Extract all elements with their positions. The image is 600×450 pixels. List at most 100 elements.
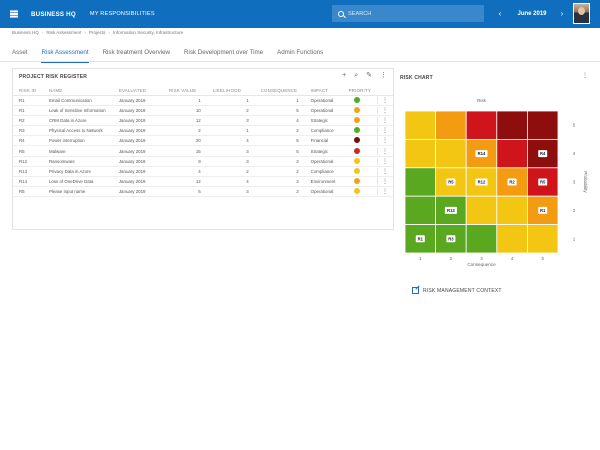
impact-cell: Operational [304, 95, 343, 106]
risk-chart: Risk 1 2 3 4 5 Consequence 5 4 3 2 1 Probability R14 R… [404, 98, 588, 267]
risk-id-cell: R13 [13, 166, 43, 178]
row-menu-icon[interactable]: ⋮ [376, 106, 388, 114]
more-vertical-icon[interactable]: ⋮ [380, 72, 387, 79]
row-menu-icon[interactable]: ⋮ [376, 137, 388, 145]
heatmap-cell [404, 139, 437, 169]
table-row[interactable]: R13 Privacy Data in Azure January 2019 4 2 2 C… [13, 166, 393, 178]
tab-asset[interactable]: Asset [12, 48, 28, 56]
evaluated-cell: January 2019 [112, 105, 163, 116]
edit-icon[interactable]: ✎ [366, 72, 372, 79]
breadcrumb-item[interactable]: Business HQ [12, 30, 39, 35]
open-external-icon [412, 287, 419, 294]
risk-marker [415, 235, 425, 243]
hamburger-menu-icon[interactable] [0, 0, 28, 28]
risk-id-cell: R3 [13, 125, 43, 137]
priority-indicator [353, 127, 360, 134]
risk-marker-label: R1 [418, 236, 424, 241]
risk-value-cell: 9 [162, 156, 207, 167]
evaluated-cell: January 2019 [112, 176, 163, 188]
likelihood-cell: 2 [206, 105, 255, 116]
tab-risk-assessment[interactable]: Risk Assessment [41, 42, 89, 63]
breadcrumb-item[interactable]: Risk Assessment [46, 30, 82, 35]
priority-indicator [353, 116, 360, 123]
risk-value-cell: 4 [162, 166, 207, 178]
risk-marker [538, 150, 548, 158]
tab-risk-treatment-overview[interactable]: Risk treatment Overview [102, 48, 170, 56]
column-header[interactable]: PRIORITY [342, 86, 371, 96]
tab-risk-development-over-time[interactable]: Risk Development over Time [184, 48, 264, 56]
risk-marker-label: R5 [540, 180, 546, 185]
risk-value-cell: 10 [162, 105, 207, 116]
column-header[interactable]: RISK ID [13, 86, 43, 96]
search-icon [338, 10, 344, 17]
risk-marker-label: R5 [448, 180, 454, 185]
likelihood-cell: 4 [206, 135, 255, 147]
table-row[interactable]: R1 Email Communication January 2019 1 1 1 Oper… [13, 95, 393, 106]
priority-indicator [353, 167, 360, 174]
table-row[interactable]: R1 Leak of Sensitive Information January 2… [13, 105, 393, 116]
column-header[interactable]: IMPACT [304, 86, 343, 96]
heatmap-cell [435, 110, 467, 140]
row-menu-icon[interactable]: ⋮ [376, 157, 388, 165]
risk-marker-label: R2 [509, 180, 515, 185]
table-row[interactable]: R12 Ransomware January 2019 9 3 3 Operational ⋮ [13, 156, 393, 167]
risk-value-cell: 1 [162, 95, 207, 106]
brand-link[interactable]: BUSINESS HQ [31, 10, 76, 18]
risk-id-cell: R2 [13, 115, 43, 127]
column-header[interactable]: NAME [42, 86, 113, 96]
risk-marker-label: R4 [540, 151, 546, 156]
table-row[interactable]: R4 Power interruption January 2019 20 4 5 Fina… [13, 135, 393, 147]
likelihood-cell: 3 [206, 156, 255, 167]
risk-value-cell: 15 [162, 145, 207, 157]
heatmap-cell [496, 110, 528, 140]
search-icon[interactable]: ⌕ [354, 72, 359, 79]
column-header[interactable]: RISK VALUE [162, 86, 207, 96]
chart-top-label: Risk [477, 98, 487, 103]
avatar[interactable] [573, 3, 590, 24]
consequence-cell: 2 [254, 125, 305, 137]
column-header[interactable]: EVALUATED [112, 86, 163, 96]
column-header[interactable]: CONSEQUENCE [254, 86, 305, 96]
likelihood-cell: 3 [206, 186, 255, 198]
search-box[interactable] [332, 5, 484, 22]
chevron-right-icon[interactable]: › [560, 9, 564, 18]
row-menu-icon[interactable]: ⋮ [376, 188, 388, 196]
row-menu-icon[interactable]: ⋮ [376, 116, 388, 124]
table-row[interactable]: R5 Please input name January 2019 6 3 2 Operat… [13, 186, 393, 198]
breadcrumb-item[interactable]: Projects [88, 30, 106, 35]
heatmap-cell [404, 110, 437, 140]
my-responsibilities-link[interactable]: MY RESPONSIBILITIES [89, 11, 155, 17]
y-tick-label: 4 [573, 151, 576, 156]
more-vertical-icon[interactable]: ⋮ [582, 73, 588, 79]
table-row[interactable]: R5 Malware January 2019 15 3 5 Strategic ⋮ [13, 145, 393, 157]
priority-indicator [353, 188, 360, 195]
row-menu-icon[interactable]: ⋮ [376, 147, 388, 155]
risk-table: RISK ID NAME EVALUATED RISK VALUE LIKELI… [13, 86, 393, 198]
add-icon[interactable]: + [342, 72, 347, 79]
row-menu-icon[interactable]: ⋮ [376, 96, 388, 104]
risk-value-cell: 6 [162, 186, 207, 198]
tab-admin-functions[interactable]: Admin Functions [277, 48, 324, 56]
consequence-cell: 5 [254, 145, 305, 157]
table-row[interactable]: R14 Loss of OneDrive Data January 2019 12 4 3… [13, 176, 393, 188]
tab-bar: Asset Risk Assessment Risk treatment Ove… [0, 42, 600, 63]
heatmap-cell [526, 195, 559, 225]
row-menu-icon[interactable]: ⋮ [376, 167, 388, 175]
risk-id-cell: R1 [13, 95, 43, 106]
column-header[interactable]: LIKELIHOOD [206, 86, 255, 96]
consequence-cell: 3 [254, 156, 305, 167]
row-menu-icon[interactable]: ⋮ [376, 127, 388, 135]
chevron-left-icon[interactable]: ‹ [498, 9, 502, 18]
x-tick-label: 3 [480, 256, 483, 261]
evaluated-cell: January 2019 [112, 156, 163, 167]
row-menu-icon[interactable]: ⋮ [376, 178, 388, 186]
table-row[interactable]: R2 CRM Data in Azure January 2019 12 3 4 Strat… [13, 115, 393, 127]
risk-value-cell: 12 [162, 176, 207, 188]
table-row[interactable]: R3 Physical Access to Network January 2019… [13, 125, 393, 137]
likelihood-cell: 3 [206, 115, 255, 127]
risk-value-cell: 20 [162, 135, 207, 147]
risk-marker [475, 178, 488, 186]
risk-management-context-link[interactable]: RISK MANAGEMENT CONTEXT [412, 287, 502, 294]
search-input[interactable] [348, 10, 468, 17]
impact-cell: Strategic [304, 145, 343, 157]
